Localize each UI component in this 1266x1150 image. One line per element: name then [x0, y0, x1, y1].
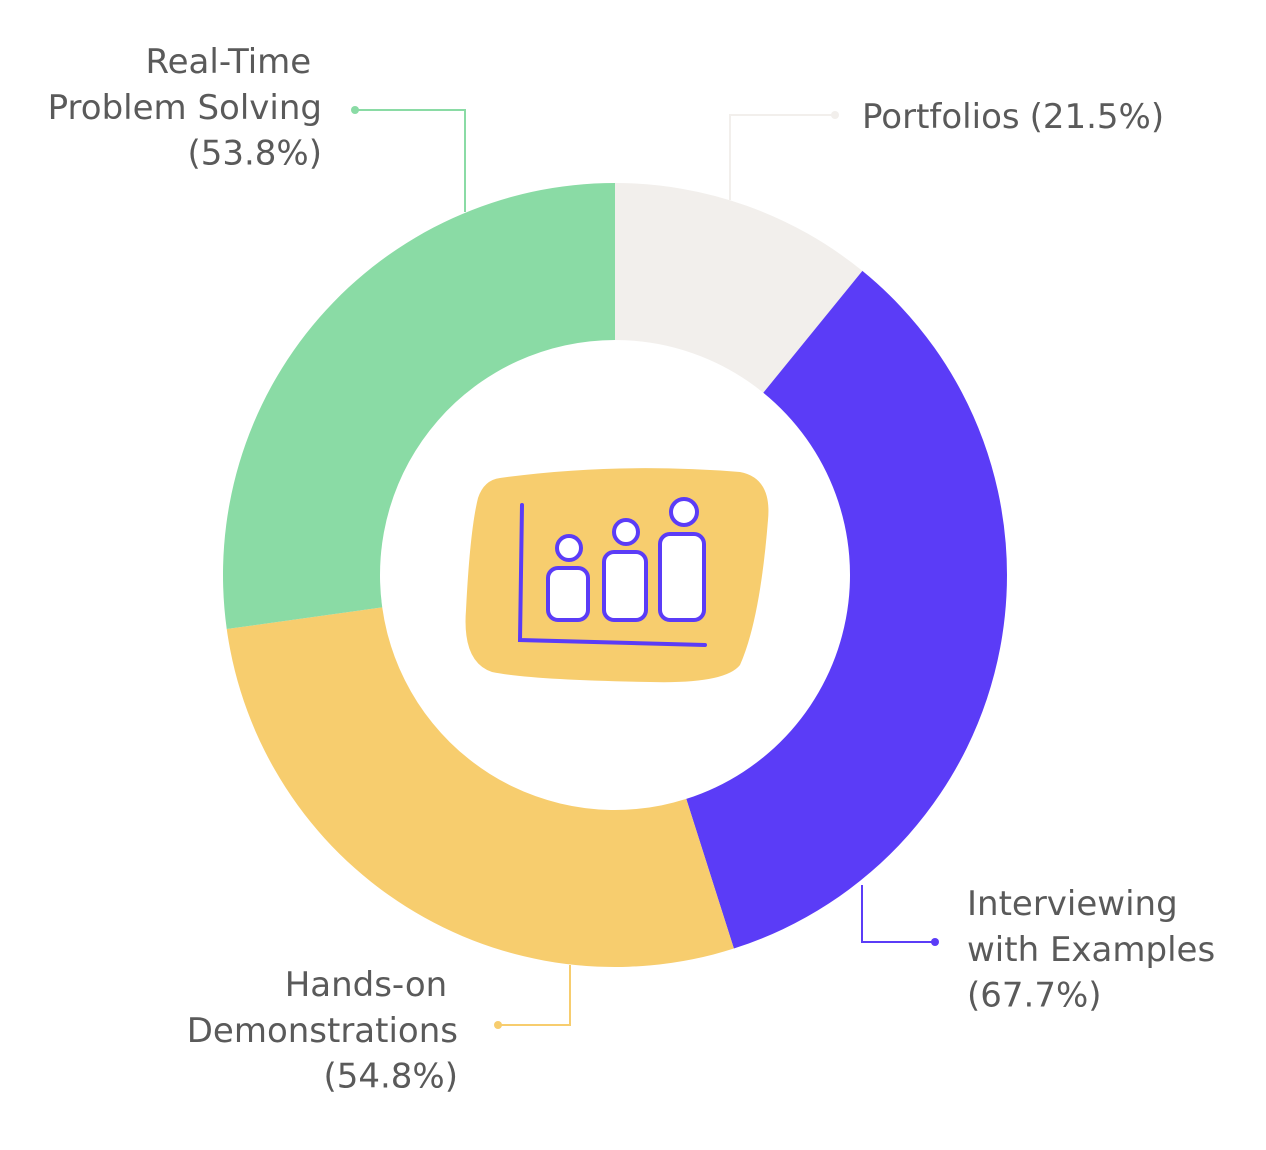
- category-line: Problem Solving: [48, 88, 322, 128]
- category-line: with Examples: [967, 930, 1215, 970]
- labels: Portfolios (21.5%) Interviewing with Examp…: [48, 42, 1216, 1097]
- category-label: Portfolios: [862, 97, 1020, 137]
- leader-line: [729, 114, 835, 200]
- category-line: Real-Time: [146, 42, 322, 82]
- leader-line: [498, 965, 571, 1026]
- leaders: [351, 106, 939, 1029]
- leader-dot: [494, 1021, 502, 1029]
- slice: [686, 270, 1008, 949]
- label: Portfolios (21.5%): [862, 97, 1164, 137]
- leader-dot: [831, 111, 839, 119]
- slice: [222, 183, 615, 629]
- center-icon: [465, 468, 769, 683]
- leader-dot: [931, 938, 939, 946]
- category-label: Real-Time Problem Solving: [48, 42, 322, 128]
- leader-line: [355, 109, 466, 212]
- leader-line: [861, 885, 935, 943]
- category-label: Hands-on Demonstrations: [187, 965, 458, 1051]
- slices: [222, 183, 1008, 967]
- value-label: (67.7%): [967, 976, 1102, 1016]
- value-label: (54.8%): [323, 1057, 458, 1097]
- icon-bars: [517, 497, 707, 647]
- slice: [615, 183, 863, 393]
- category-label: Interviewing with Examples: [967, 884, 1215, 970]
- value-label: (53.8%): [187, 134, 322, 174]
- category-line: Demonstrations: [187, 1011, 458, 1051]
- category-line: Interviewing: [967, 884, 1188, 924]
- slice: [226, 607, 734, 967]
- category-line: Hands-on: [285, 965, 458, 1005]
- value-label: (21.5%): [1030, 97, 1165, 137]
- leader-dot: [351, 106, 359, 114]
